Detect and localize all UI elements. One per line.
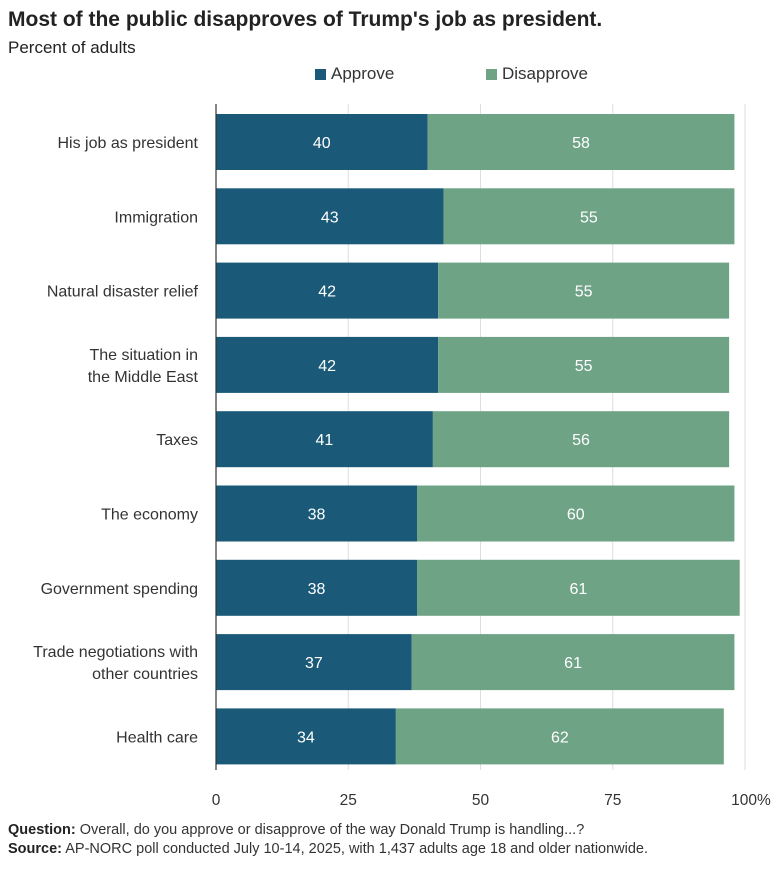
bar-disapprove xyxy=(438,336,730,393)
bar-approve xyxy=(216,188,444,245)
bar-disapprove xyxy=(443,188,735,245)
category-label: Government spending xyxy=(41,581,198,598)
bar-disapprove xyxy=(438,262,730,319)
bar-approve xyxy=(216,559,418,616)
x-tick-label: 0 xyxy=(212,792,221,809)
question-label: Question: xyxy=(8,822,76,838)
bar-disapprove xyxy=(417,485,735,542)
legend-swatch-disapprove xyxy=(486,68,497,80)
data-label-disapprove: 60 xyxy=(567,507,585,524)
bar-approve xyxy=(216,708,396,765)
category-label: other countries xyxy=(92,666,198,683)
bar-approve xyxy=(216,114,428,170)
data-label-disapprove: 55 xyxy=(575,358,593,375)
bar-disapprove xyxy=(395,708,724,765)
category-label: Taxes xyxy=(156,432,198,449)
data-label-disapprove: 61 xyxy=(569,581,587,598)
bar-disapprove xyxy=(427,114,735,170)
data-label-approve: 40 xyxy=(313,135,331,152)
category-label: The economy xyxy=(101,507,198,524)
x-tick-label: 75 xyxy=(604,792,621,809)
source-note: Source: AP-NORC poll conducted July 10-1… xyxy=(8,840,768,859)
source-text: AP-NORC poll conducted July 10-14, 2025,… xyxy=(65,841,649,857)
data-label-approve: 43 xyxy=(321,209,339,226)
legend-label-disapprove: Disapprove xyxy=(502,64,588,83)
bar-disapprove xyxy=(411,634,735,691)
legend-swatch-approve xyxy=(315,68,326,80)
chart-footer: Question: Overall, do you approve or dis… xyxy=(8,821,768,859)
question-note: Question: Overall, do you approve or dis… xyxy=(8,821,768,840)
source-label: Source: xyxy=(8,841,62,857)
bar-disapprove xyxy=(417,559,740,616)
question-text: Overall, do you approve or disapprove of… xyxy=(79,822,585,838)
legend-item-approve: Approve xyxy=(315,64,394,84)
x-tick-label: 50 xyxy=(472,792,490,809)
bar-chart: 40 58 His job as president 43 55 Immigration 4… xyxy=(33,104,771,809)
data-label-approve: 38 xyxy=(308,507,326,524)
legend: Approve Disapprove xyxy=(0,64,780,86)
chart-title: Most of the public disapproves of Trump'… xyxy=(8,8,603,31)
data-label-disapprove: 56 xyxy=(572,432,590,449)
data-label-approve: 42 xyxy=(318,284,336,301)
legend-item-disapprove: Disapprove xyxy=(486,64,588,84)
bar-approve xyxy=(216,336,439,393)
data-label-disapprove: 58 xyxy=(572,135,590,152)
bar-approve xyxy=(216,485,418,542)
category-label: Natural disaster relief xyxy=(47,284,199,301)
category-label: Health care xyxy=(116,729,198,746)
data-label-approve: 42 xyxy=(318,358,336,375)
data-label-disapprove: 55 xyxy=(580,209,598,226)
data-label-disapprove: 61 xyxy=(564,655,582,672)
data-label-approve: 37 xyxy=(305,655,323,672)
data-label-disapprove: 62 xyxy=(551,729,569,746)
data-label-approve: 34 xyxy=(297,729,315,746)
data-label-approve: 38 xyxy=(308,581,326,598)
category-label: His job as president xyxy=(57,135,198,152)
category-label: Immigration xyxy=(114,209,198,226)
data-label-approve: 41 xyxy=(316,432,334,449)
category-label: the Middle East xyxy=(88,369,199,386)
bar-disapprove xyxy=(432,411,730,468)
category-label: Trade negotiations with xyxy=(33,644,198,661)
x-tick-label: 100% xyxy=(731,792,771,809)
legend-label-approve: Approve xyxy=(331,64,395,83)
x-tick-label: 25 xyxy=(340,792,357,809)
bar-approve xyxy=(216,411,433,468)
category-label: The situation in xyxy=(89,347,198,364)
chart-subtitle: Percent of adults xyxy=(8,38,136,57)
bar-approve xyxy=(216,262,439,319)
bar-approve xyxy=(216,634,412,691)
data-label-disapprove: 55 xyxy=(575,284,593,301)
